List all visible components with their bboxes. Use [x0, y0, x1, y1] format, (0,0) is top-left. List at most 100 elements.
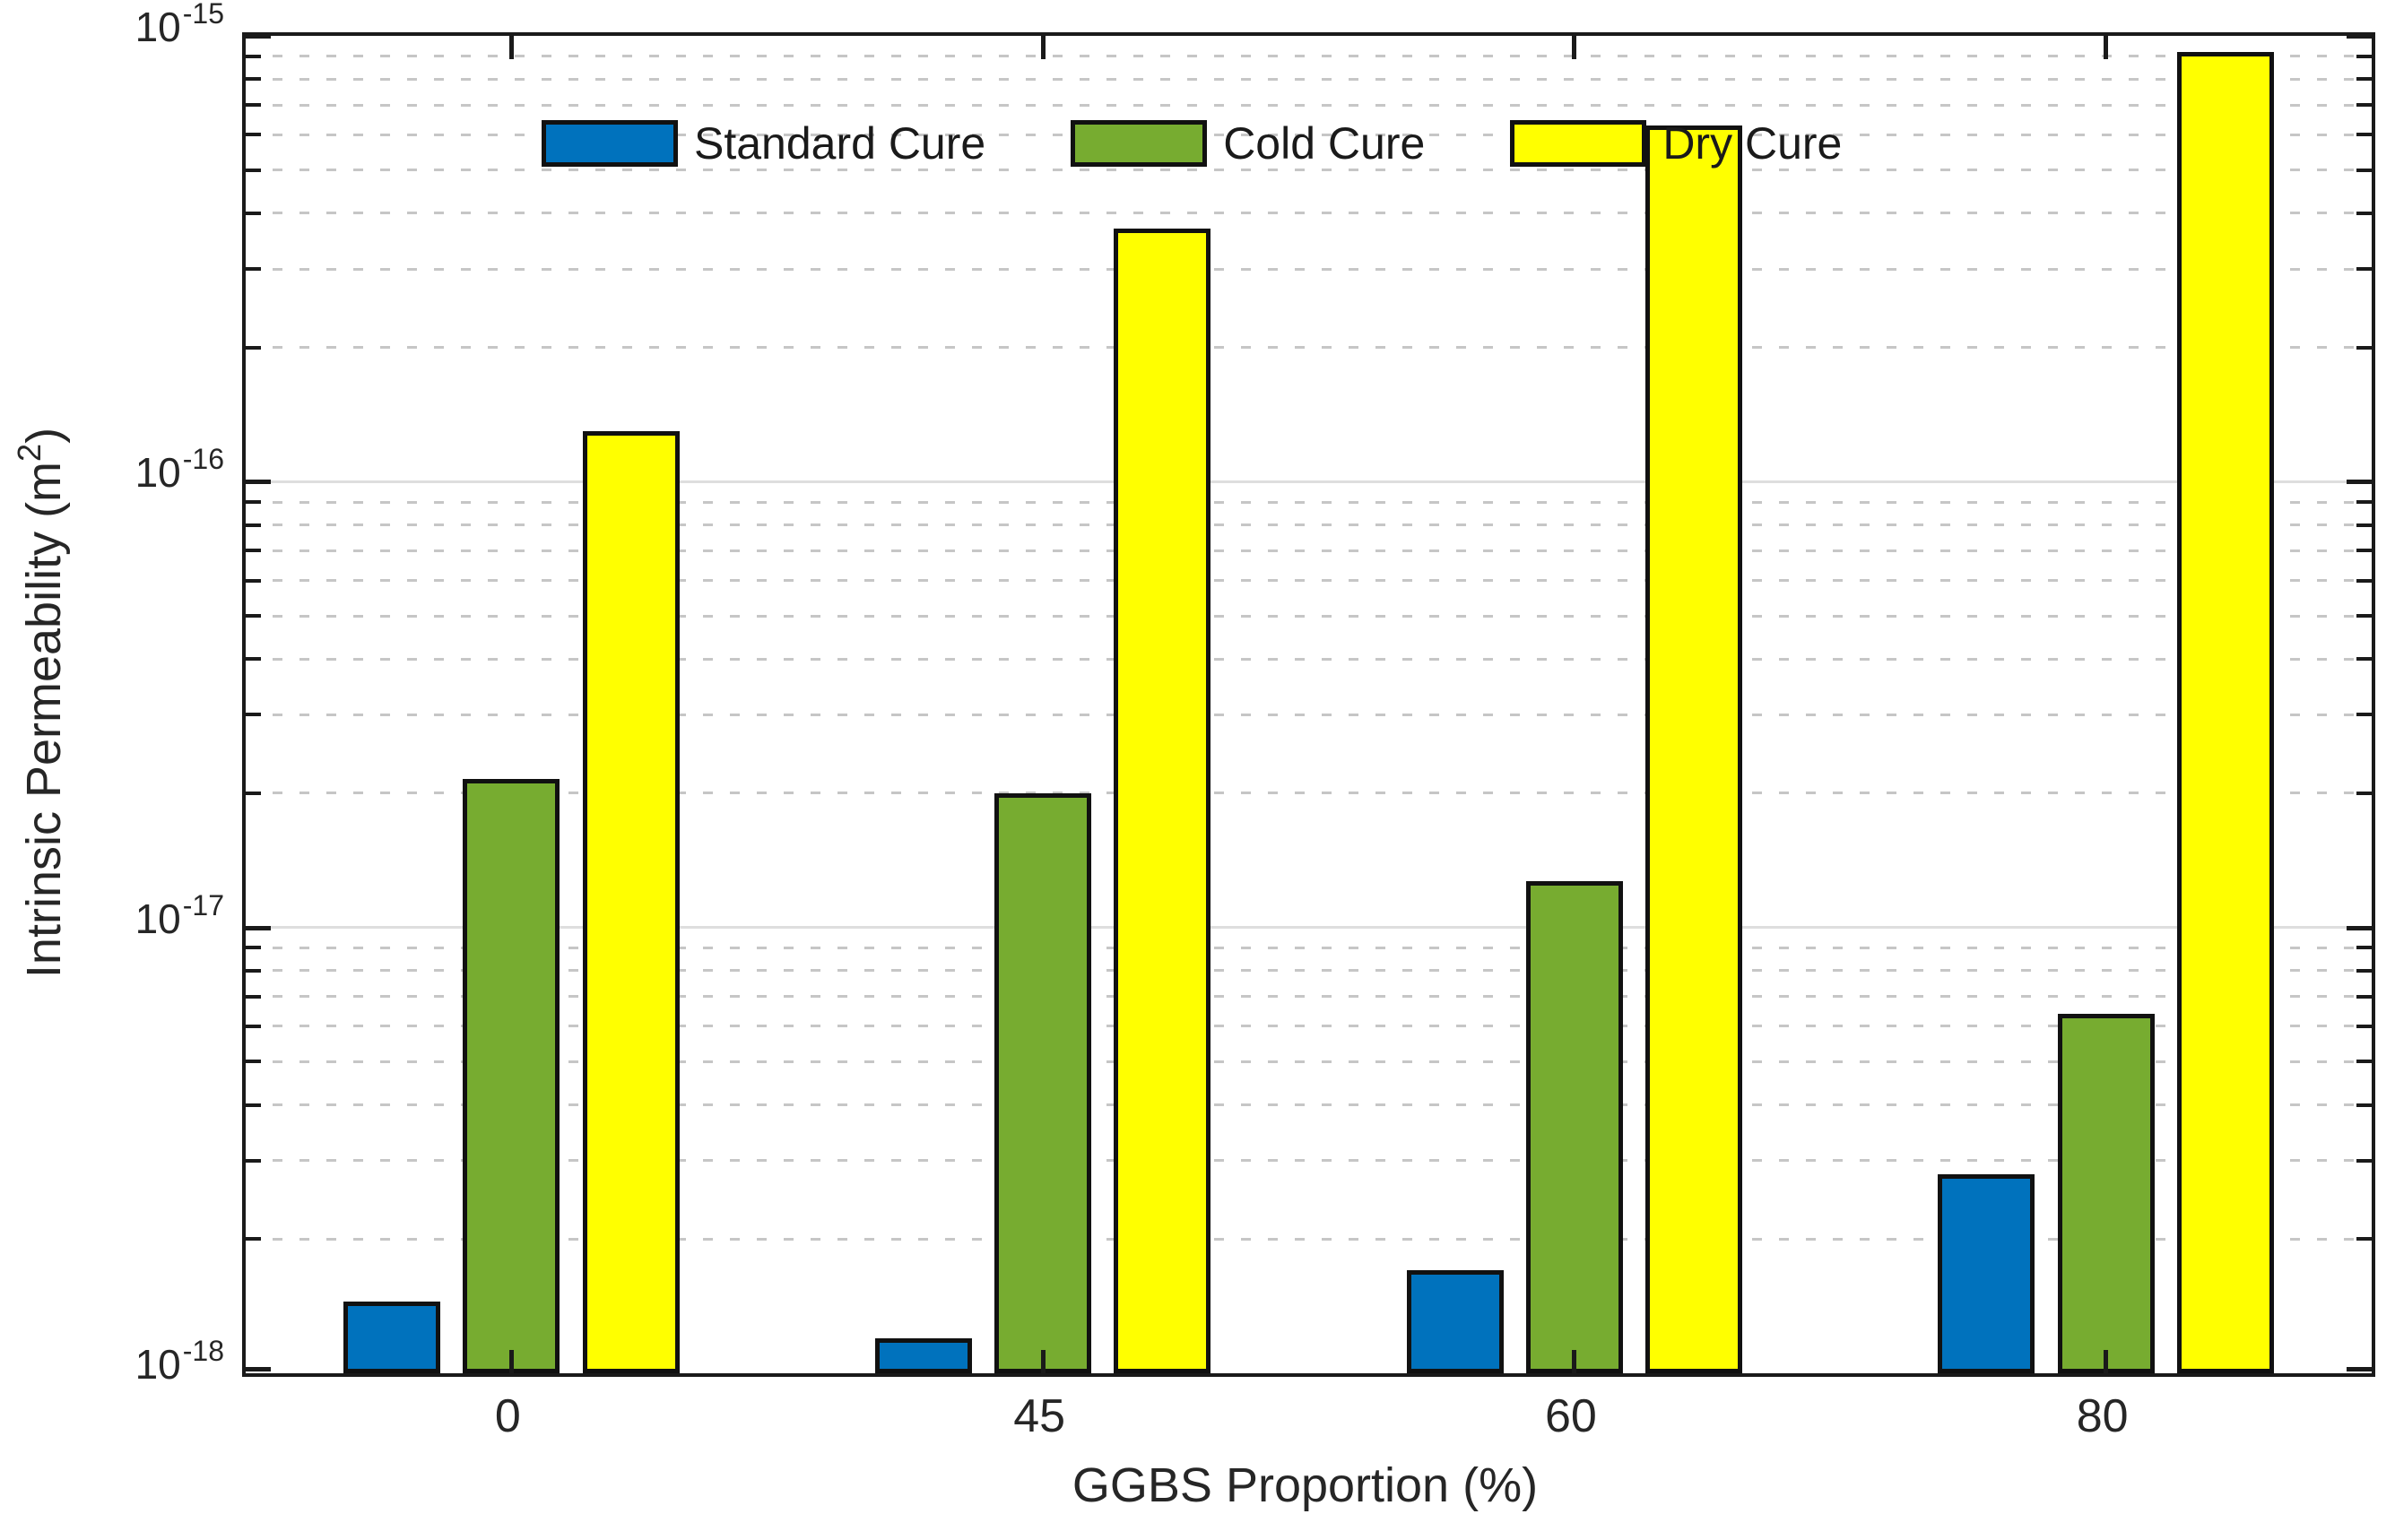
- y-tick-major: [246, 1367, 271, 1371]
- y-tick-exponent: -16: [182, 443, 224, 476]
- y-tick-label: 10-15: [0, 0, 224, 55]
- y-grid-minor-line: [246, 346, 2372, 350]
- y-tick-base: 10: [135, 4, 181, 50]
- y-tick-base: 10: [135, 449, 181, 497]
- y-tick-minor: [2356, 549, 2372, 553]
- y-tick-major: [246, 925, 271, 930]
- bar-standard-cure: [1406, 1270, 1504, 1373]
- legend-swatch-cold-cure: [1071, 120, 1208, 167]
- y-tick-minor: [246, 578, 261, 583]
- y-tick-minor: [246, 713, 261, 717]
- y-grid-minor-line: [246, 523, 2372, 527]
- y-grid-minor-line: [246, 1025, 2372, 1028]
- y-grid-minor-line: [246, 500, 2372, 504]
- y-grid-minor-line: [246, 1237, 2372, 1241]
- x-tick-bottom: [2104, 1350, 2109, 1373]
- bar-cold-cure: [1525, 881, 1623, 1373]
- y-tick-exponent: -18: [182, 1335, 224, 1367]
- y-tick-minor: [2356, 133, 2372, 137]
- legend-label: Cold Cure: [1223, 118, 1426, 169]
- x-tick-label: 45: [1013, 1390, 1066, 1442]
- bar-cold-cure: [2057, 1014, 2155, 1373]
- y-tick-major: [246, 36, 271, 39]
- legend-label: Dry Cure: [1662, 118, 1843, 169]
- y-tick-minor: [246, 133, 261, 137]
- plot-inner: [246, 36, 2372, 1373]
- y-grid-minor-line: [246, 1103, 2372, 1107]
- y-grid-minor-line: [246, 169, 2372, 172]
- y-grid-minor-line: [246, 55, 2372, 58]
- y-grid-minor-line: [246, 133, 2372, 136]
- bar-standard-cure: [874, 1337, 972, 1373]
- y-tick-minor: [246, 657, 261, 662]
- y-tick-label: 10-17: [0, 889, 224, 947]
- y-tick-minor: [2356, 1237, 2372, 1242]
- y-tick-minor: [2356, 614, 2372, 619]
- legend-item: Standard Cure: [542, 118, 985, 169]
- y-tick-minor: [2356, 211, 2372, 215]
- y-tick-minor: [246, 500, 261, 505]
- y-tick-minor: [2356, 267, 2372, 272]
- y-grid-minor-line: [246, 77, 2372, 81]
- y-tick-minor: [2356, 994, 2372, 999]
- x-tick-bottom: [508, 1350, 514, 1373]
- y-tick-minor: [2356, 578, 2372, 583]
- y-tick-minor: [2356, 1103, 2372, 1107]
- y-tick-minor: [246, 1158, 261, 1163]
- y-tick-minor: [2356, 345, 2372, 350]
- plot-area: Standard Cure Cold Cure Dry Cure: [242, 32, 2375, 1377]
- y-tick-minor: [246, 103, 261, 108]
- y-grid-minor-line: [246, 267, 2372, 271]
- y-grid-minor-line: [246, 103, 2372, 107]
- bar-dry-cure: [1114, 228, 1211, 1373]
- bar-dry-cure: [2176, 52, 2274, 1373]
- y-tick-minor: [2356, 168, 2372, 172]
- legend-item: Cold Cure: [1071, 118, 1425, 169]
- y-tick-minor: [246, 77, 261, 82]
- bar-dry-cure: [582, 430, 680, 1373]
- y-grid-minor-line: [246, 614, 2372, 618]
- y-tick-minor: [246, 168, 261, 172]
- y-tick-minor: [246, 946, 261, 950]
- y-grid-minor-line: [246, 713, 2372, 716]
- x-tick-label: 60: [1544, 1390, 1597, 1442]
- y-tick-minor: [2356, 103, 2372, 108]
- y-tick-minor: [246, 549, 261, 553]
- x-tick-top: [2104, 36, 2109, 59]
- x-tick-top: [508, 36, 514, 59]
- legend-label: Standard Cure: [694, 118, 986, 169]
- y-tick-minor: [2356, 946, 2372, 950]
- x-tick-label: 0: [494, 1390, 521, 1442]
- y-tick-minor: [246, 1024, 261, 1028]
- x-tick-top: [1040, 36, 1046, 59]
- legend-swatch-standard-cure: [542, 120, 678, 167]
- y-tick-minor: [2356, 1060, 2372, 1064]
- y-grid-minor-line: [246, 657, 2372, 661]
- y-tick-minor: [246, 345, 261, 350]
- y-tick-exponent: -17: [182, 888, 224, 921]
- y-tick-minor: [2356, 500, 2372, 505]
- y-tick-minor: [2356, 791, 2372, 795]
- x-tick-top: [1572, 36, 1577, 59]
- y-tick-minor: [246, 968, 261, 973]
- y-tick-label: 10-18: [0, 1335, 224, 1392]
- y-grid-major-line: [246, 926, 2372, 930]
- y-tick-exponent: -15: [182, 0, 224, 30]
- bar-standard-cure: [1938, 1173, 2035, 1373]
- bar-cold-cure: [463, 779, 560, 1373]
- y-tick-minor: [246, 1103, 261, 1107]
- y-grid-minor-line: [246, 792, 2372, 795]
- y-grid-minor-line: [246, 549, 2372, 552]
- y-tick-minor: [2356, 657, 2372, 662]
- x-tick-bottom: [1040, 1350, 1046, 1373]
- y-grid-minor-line: [246, 995, 2372, 999]
- y-tick-minor: [246, 54, 261, 58]
- y-tick-major: [2347, 480, 2372, 485]
- y-tick-minor: [2356, 1158, 2372, 1163]
- y-tick-major: [2347, 925, 2372, 930]
- y-tick-minor: [246, 523, 261, 527]
- bar-standard-cure: [343, 1301, 441, 1373]
- y-axis-label: Intrinsic Permeability (m2): [11, 255, 75, 1151]
- bar-cold-cure: [994, 792, 1092, 1373]
